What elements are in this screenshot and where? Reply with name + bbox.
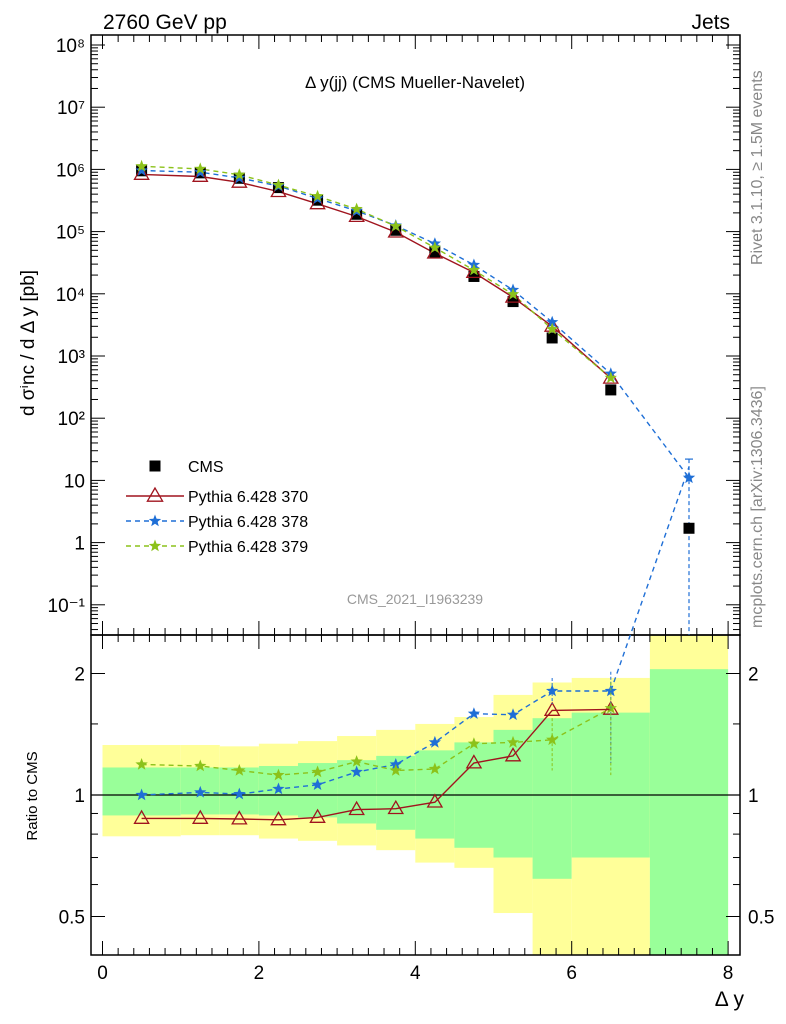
y-tick-label: 10³ <box>58 347 85 368</box>
ratio-marker-378 <box>467 707 481 719</box>
x-tick-label: 0 <box>97 963 108 984</box>
top-line-378 <box>141 169 690 479</box>
ratio-marker-379 <box>428 762 441 775</box>
ratio-marker-370 <box>270 810 287 826</box>
top-marker-379 <box>311 189 324 202</box>
ratio-marker-378 <box>233 787 246 800</box>
legend-marker-379 <box>148 539 162 552</box>
top-marker-370 <box>191 167 209 182</box>
y-tick-label: 10⁷ <box>57 98 85 119</box>
ratio-marker-370 <box>387 799 405 815</box>
top-marker-379 <box>546 322 559 335</box>
top-marker-370 <box>133 165 150 180</box>
top-marker-379 <box>135 159 148 172</box>
ratio-marker-370 <box>504 747 522 762</box>
ratio-marker-370 <box>426 793 444 808</box>
ratio-y-tick-label-right: 2 <box>748 665 759 686</box>
y-tick-label: 10⁸ <box>56 36 85 57</box>
top-marker-370 <box>504 288 522 303</box>
ratio-marker-370 <box>231 810 248 825</box>
top-marker-379 <box>233 168 246 180</box>
cms-data-point <box>468 270 480 282</box>
ratio-y-tick-label-right: 1 <box>748 786 759 807</box>
ratio-marker-378 <box>311 778 324 790</box>
x-tick-label: 8 <box>723 963 734 984</box>
x-tick-label: 2 <box>254 963 265 984</box>
ratio-y-tick-label: 1 <box>74 786 85 807</box>
cms-data-point <box>429 246 441 258</box>
ratio-marker-379 <box>233 764 246 776</box>
y-tick-label: 10 <box>64 471 85 492</box>
ratio-marker-378 <box>428 735 441 748</box>
top-marker-378 <box>135 164 148 176</box>
y-tick-label: 10² <box>58 409 85 430</box>
ratio-marker-370 <box>348 800 365 816</box>
legend-label: Pythia 6.428 378 <box>188 514 308 531</box>
top-marker-379 <box>604 371 617 384</box>
x-tick-label: 4 <box>410 963 421 984</box>
y-tick-label: 10⁵ <box>56 223 85 244</box>
cms-data-point <box>390 224 402 236</box>
top-series-lines <box>133 159 696 635</box>
y-tick-label: 10⁴ <box>56 285 85 306</box>
top-marker-370 <box>465 263 483 279</box>
green-band <box>649 669 729 955</box>
top-marker-379 <box>389 219 402 232</box>
energy-label: 2760 GeV pp <box>103 11 227 34</box>
y-tick-label: 10⁻¹ <box>48 596 86 617</box>
top-marker-379 <box>506 287 520 300</box>
ratio-y-label: Ratio to CMS <box>24 751 41 840</box>
ratio-marker-370 <box>191 809 209 824</box>
top-marker-370 <box>309 194 326 210</box>
legend-label: CMS <box>188 459 224 476</box>
legend-marker-cms <box>149 460 161 472</box>
ratio-line-379 <box>141 707 612 776</box>
ratio-line-370 <box>141 708 611 821</box>
top-marker-379 <box>467 263 481 276</box>
y-tick-label: 1 <box>74 534 85 555</box>
legend-marker-378 <box>148 514 162 527</box>
ratio-y-tick-label: 0.5 <box>59 908 85 929</box>
ratio-y-tick-label: 2 <box>74 665 85 686</box>
top-marker-378 <box>682 471 696 484</box>
ratio-marker-370 <box>133 809 150 824</box>
top-marker-370 <box>231 173 248 188</box>
top-marker-379 <box>194 162 207 175</box>
green-band <box>493 729 533 858</box>
ratio-marker-379 <box>311 765 324 778</box>
analysis-tag: CMS_2021_I1963239 <box>347 591 483 607</box>
rivet-side-label: Rivet 3.1.10, ≥ 1.5M events <box>749 70 766 265</box>
x-axis-label: Δ y <box>715 988 745 1011</box>
top-marker-379 <box>272 178 285 191</box>
mcplots-side-label: mcplots.cern.ch [arXiv:1306.3436] <box>749 386 766 628</box>
ratio-marker-378 <box>389 758 402 770</box>
top-marker-379 <box>428 241 441 253</box>
top-marker-370 <box>426 244 444 259</box>
x-tick-label: 6 <box>566 963 577 984</box>
top-line-379 <box>141 165 612 379</box>
cms-data-point <box>351 208 363 220</box>
plot-title: Δ y(jj) (CMS Mueller-Navelet) <box>305 73 525 92</box>
legend-label: Pythia 6.428 379 <box>188 539 308 556</box>
top-marker-378 <box>546 315 559 328</box>
cms-data-point <box>546 332 558 344</box>
top-line-370 <box>141 173 612 379</box>
y-tick-label: 10⁶ <box>56 160 85 181</box>
ratio-y-tick-label-right: 0.5 <box>748 908 774 929</box>
ratio-marker-379 <box>135 758 148 770</box>
jets-label: Jets <box>691 11 730 34</box>
legend-label: Pythia 6.428 370 <box>188 489 308 506</box>
top-marker-379 <box>350 202 363 215</box>
cms-data-point <box>605 384 617 396</box>
y-axis-label: d σⁱnc / d Δ y [pb] <box>18 270 39 416</box>
cms-data-point <box>683 522 695 534</box>
ratio-marker-379 <box>389 764 402 776</box>
ratio-line-378 <box>141 466 690 796</box>
legend-marker-370 <box>146 486 164 502</box>
ratio-marker-370 <box>543 701 561 716</box>
